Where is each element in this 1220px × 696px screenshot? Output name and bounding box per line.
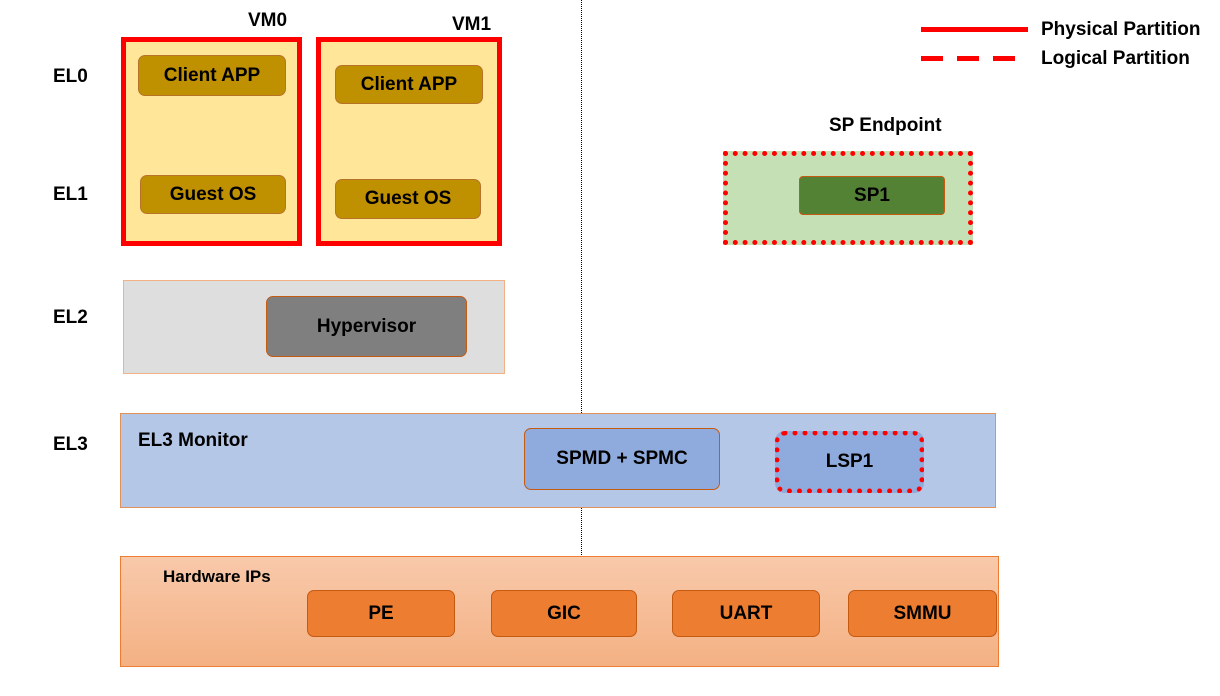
vm0-client-app: Client APP (138, 55, 286, 96)
el3-monitor-label: EL3 Monitor (138, 430, 248, 451)
hw-pe: PE (307, 590, 455, 637)
vm1-guest-os: Guest OS (335, 179, 481, 219)
legend-logical-line (921, 56, 1028, 61)
vm1-label: VM1 (452, 14, 492, 35)
hardware-label: Hardware IPs (163, 567, 271, 586)
legend-logical-label: Logical Partition (1041, 48, 1190, 69)
hw-smmu: SMMU (848, 590, 997, 637)
sp1: SP1 (799, 176, 945, 215)
vm0-label: VM0 (248, 10, 288, 31)
hypervisor: Hypervisor (266, 296, 467, 357)
el2-label: EL2 (53, 307, 88, 328)
lsp1: LSP1 (775, 431, 924, 493)
legend-physical-line (921, 27, 1028, 32)
el1-label: EL1 (53, 184, 88, 205)
legend-physical-label: Physical Partition (1041, 19, 1201, 40)
vm1-client-app: Client APP (335, 65, 483, 104)
sp-endpoint-label: SP Endpoint (829, 115, 942, 136)
world-divider (581, 0, 582, 555)
spmd-spmc: SPMD + SPMC (524, 428, 720, 490)
el0-label: EL0 (53, 66, 88, 87)
vm0-guest-os: Guest OS (140, 175, 286, 214)
el3-label: EL3 (53, 434, 88, 455)
hw-gic: GIC (491, 590, 637, 637)
hw-uart: UART (672, 590, 820, 637)
